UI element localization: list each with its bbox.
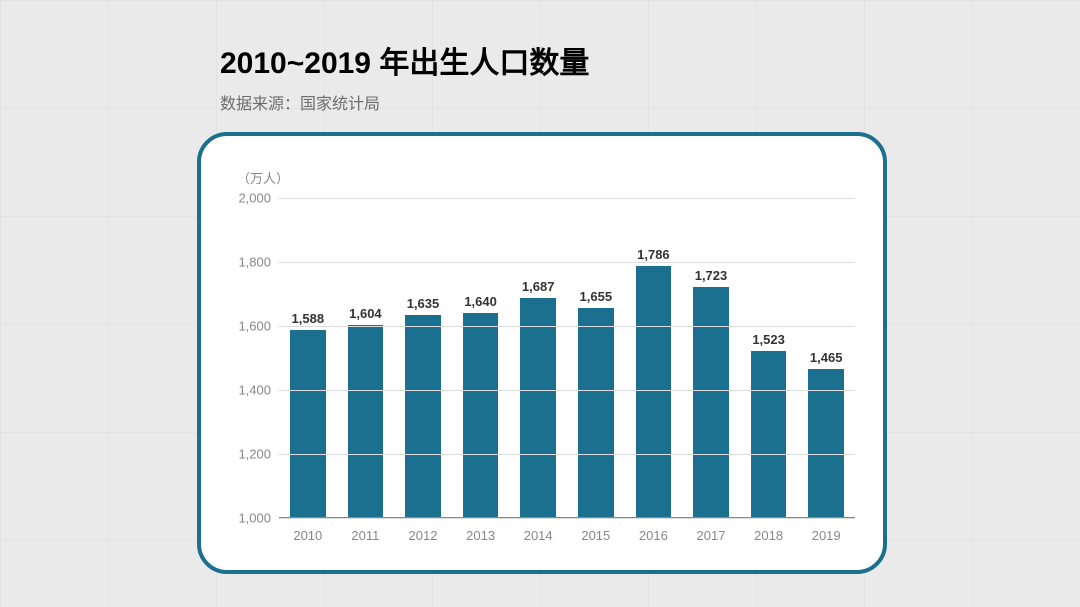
x-tick-label: 2019	[812, 528, 841, 543]
bar-value-label: 1,786	[637, 247, 670, 262]
gridline	[279, 198, 855, 199]
bar	[578, 308, 614, 518]
bar-slot: 1,465	[797, 198, 855, 518]
gridline	[279, 518, 855, 519]
x-tick-label: 2015	[581, 528, 610, 543]
plot-area: 1,588 1,604 1,635 1,640 1,687 1,655 1,786 1,723…	[279, 198, 855, 518]
bar	[348, 325, 384, 518]
gridline	[279, 262, 855, 263]
page: 2010~2019 年出生人口数量 数据来源：国家统计局 （万人） 1,5881…	[0, 0, 1080, 607]
bar	[405, 315, 441, 518]
bar	[290, 330, 326, 518]
bar-value-label: 1,465	[810, 350, 843, 365]
x-tick-label: 2011	[351, 528, 379, 543]
bar	[636, 266, 672, 518]
bar-slot: 1,687	[509, 198, 567, 518]
y-tick-label: 1,800	[238, 255, 279, 270]
bar-slot: 1,635	[394, 198, 452, 518]
gridline	[279, 390, 855, 391]
bar-slot: 1,786	[625, 198, 683, 518]
bar-value-label: 1,635	[407, 296, 440, 311]
x-tick-label: 2017	[697, 528, 726, 543]
bar-value-label: 1,655	[580, 289, 613, 304]
bar	[463, 313, 499, 518]
y-tick-label: 1,400	[238, 383, 279, 398]
chart-title: 2010~2019 年出生人口数量	[220, 38, 589, 82]
x-tick-label: 2018	[754, 528, 783, 543]
bar-slot: 1,655	[567, 198, 625, 518]
x-tick-label: 2016	[639, 528, 668, 543]
bar-value-label: 1,523	[752, 332, 785, 347]
y-tick-label: 1,600	[238, 319, 279, 334]
bar-value-label: 1,723	[695, 268, 728, 283]
bar-slot: 1,604	[337, 198, 395, 518]
x-tick-label: 2014	[524, 528, 553, 543]
chart-subtitle: 数据来源：国家统计局	[220, 90, 380, 114]
bar	[693, 287, 729, 518]
y-axis-unit: （万人）	[237, 168, 289, 187]
bar-slot: 1,588	[279, 198, 337, 518]
y-tick-label: 1,000	[238, 511, 279, 526]
bar-value-label: 1,588	[292, 311, 325, 326]
bar	[808, 369, 844, 518]
y-tick-label: 1,200	[238, 447, 279, 462]
chart-card: （万人） 1,588 1,604 1,635 1,640 1,687 1,655 1,786…	[197, 132, 887, 574]
bar-value-label: 1,687	[522, 279, 555, 294]
bar-value-label: 1,640	[464, 294, 497, 309]
gridline	[279, 326, 855, 327]
bars-layer: 1,588 1,604 1,635 1,640 1,687 1,655 1,786 1,723…	[279, 198, 855, 518]
bar	[751, 351, 787, 518]
x-tick-label: 2013	[466, 528, 495, 543]
bar-value-label: 1,604	[349, 306, 382, 321]
x-tick-label: 2010	[293, 528, 322, 543]
bar	[520, 298, 556, 518]
bar-slot: 1,640	[452, 198, 510, 518]
bar-slot: 1,723	[682, 198, 740, 518]
y-tick-label: 2,000	[238, 191, 279, 206]
x-ticks: 2010 2011 2012 2013 2014 2015 2016 2017 2018 2019	[279, 528, 855, 548]
x-tick-label: 2012	[409, 528, 438, 543]
bar-slot: 1,523	[740, 198, 798, 518]
gridline	[279, 454, 855, 455]
